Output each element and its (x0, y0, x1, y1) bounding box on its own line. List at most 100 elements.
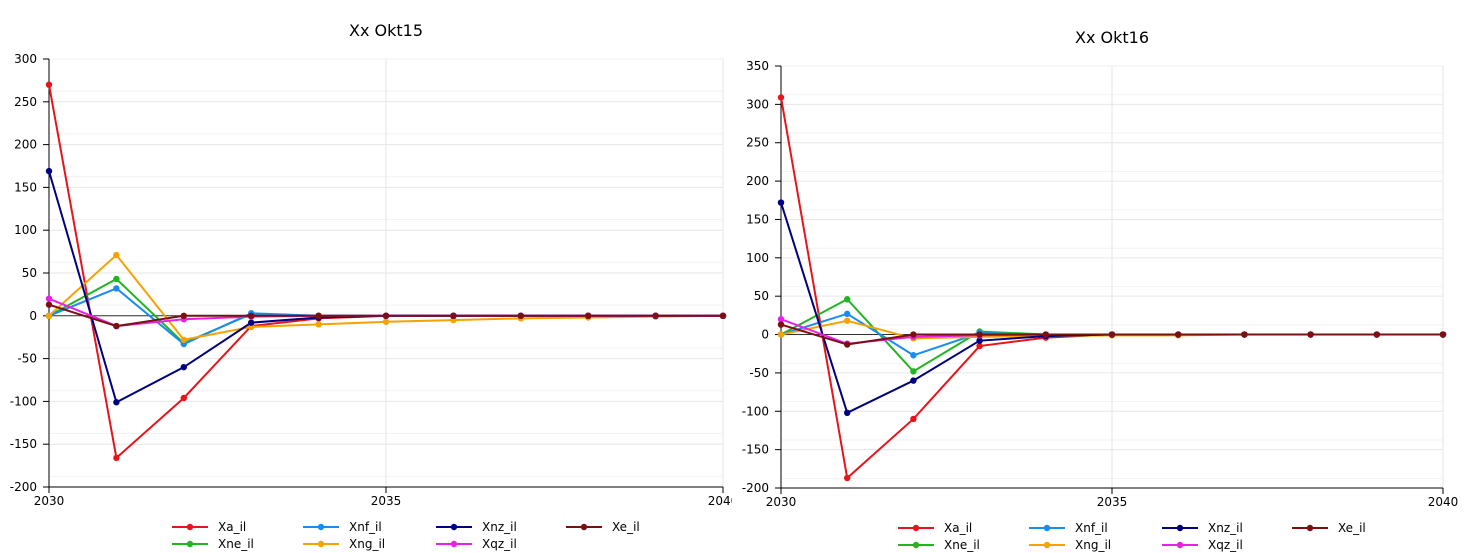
data-point (844, 310, 851, 318)
y-tick-label: 200 (14, 138, 37, 152)
y-tick-label: -100 (10, 394, 37, 408)
data-point (1042, 331, 1049, 338)
x-tick-label: 2040 (708, 494, 732, 508)
legend-item: Xng_il (303, 537, 385, 551)
legend-marker (580, 523, 588, 531)
legend-item: Xnz_il (436, 520, 517, 534)
y-tick-label: 100 (746, 251, 769, 265)
data-point (180, 336, 187, 343)
legend-label: Xnf_il (349, 520, 382, 534)
data-point (777, 316, 785, 323)
series-Xe_il (777, 321, 1447, 348)
legend-marker (450, 523, 458, 531)
data-point (113, 399, 120, 406)
y-tick-label: 0 (29, 309, 37, 323)
legend-label: Xng_il (1075, 538, 1111, 552)
legend-item: Xqz_il (436, 537, 517, 551)
data-point (777, 331, 785, 338)
y-tick-label: 150 (14, 180, 37, 194)
series-Xe_il (45, 301, 727, 330)
legend-item: Xng_il (1029, 538, 1111, 552)
gridlines (780, 65, 1444, 489)
legend: Xa_il Xne_il Xnf_il Xng_il Xnz_il Xqz_il Xe_il (172, 520, 640, 551)
legend-item: Xqz_il (1162, 538, 1243, 552)
legend-item: Xne_il (898, 538, 980, 552)
data-point (45, 312, 53, 319)
legend-label: Xqz_il (482, 537, 517, 551)
x-tick-label: 2030 (34, 494, 65, 508)
data-point (45, 295, 53, 302)
data-point (180, 312, 187, 319)
legend-marker (912, 541, 920, 549)
data-point (180, 394, 187, 402)
data-point (777, 199, 785, 206)
data-point (315, 312, 322, 319)
y-tick-label: -200 (742, 481, 769, 495)
legend-marker (1306, 524, 1314, 532)
data-point (910, 331, 917, 338)
y-tick-label: 300 (14, 52, 37, 66)
data-point (844, 296, 851, 303)
legend-label: Xe_il (612, 520, 640, 534)
data-point (1439, 331, 1447, 338)
x-tick-label: 2030 (766, 495, 797, 509)
y-tick-label: 300 (746, 97, 769, 111)
legend-marker (1043, 524, 1051, 532)
legend-marker (1043, 541, 1051, 549)
data-point (45, 81, 53, 88)
legend-label: Xnz_il (482, 520, 517, 534)
data-point (180, 363, 187, 371)
y-tick-label: 200 (746, 174, 769, 188)
data-point (976, 331, 983, 338)
x-tick-label: 2040 (1428, 495, 1459, 509)
data-point (976, 337, 983, 344)
y-tick-label: -200 (10, 480, 37, 494)
y-tick-label: 350 (746, 59, 769, 73)
y-tick-label: 150 (746, 212, 769, 226)
data-point (585, 312, 592, 319)
data-point (517, 312, 524, 319)
data-point (910, 352, 917, 359)
data-point (652, 312, 659, 319)
x-tick-label: 2035 (371, 494, 402, 508)
y-tick-label: -50 (17, 352, 37, 366)
legend-label: Xng_il (349, 537, 385, 551)
data-point (1241, 331, 1248, 338)
data-point (113, 454, 120, 462)
data-point (719, 312, 727, 319)
data-point (450, 312, 457, 319)
legend-item: Xnf_il (303, 520, 382, 534)
chart-okt16: Xx Okt16 -200 -150 -100 -50 0 50 100 150 200 250 30… (742, 28, 1459, 552)
data-point (113, 275, 120, 283)
legend-item: Xa_il (172, 520, 246, 534)
gridlines (48, 58, 724, 488)
data-point (844, 474, 851, 482)
y-tick-label: 50 (22, 266, 37, 280)
data-point (844, 341, 851, 348)
legend-label: Xne_il (218, 537, 254, 551)
y-tick-label: -50 (749, 366, 769, 380)
legend: Xa_il Xne_il Xnf_il Xng_il Xnz_il Xqz_il Xe_il (898, 521, 1366, 552)
data-point (382, 318, 390, 325)
legend-item: Xne_il (172, 537, 254, 551)
y-tick-label: 100 (14, 223, 37, 237)
legend-marker (450, 540, 458, 548)
legend-marker (186, 540, 194, 548)
legend-label: Xqz_il (1208, 538, 1243, 552)
data-point (113, 322, 120, 330)
legend-marker (186, 523, 194, 531)
y-tick-label: 50 (754, 289, 769, 303)
data-point (113, 251, 120, 259)
data-point (45, 301, 53, 308)
legend-label: Xa_il (218, 520, 246, 534)
data-point (315, 321, 322, 328)
y-tick-label: -150 (10, 437, 37, 451)
data-point (248, 319, 255, 326)
data-point (248, 312, 255, 319)
y-tick-label: -100 (742, 404, 769, 418)
legend-marker (317, 540, 325, 548)
legend-label: Xnf_il (1075, 521, 1108, 535)
legend-item: Xnz_il (1162, 521, 1243, 535)
legend-label: Xnz_il (1208, 521, 1243, 535)
